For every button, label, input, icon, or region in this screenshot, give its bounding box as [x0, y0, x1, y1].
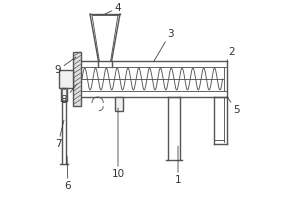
Bar: [61, 88, 68, 101]
Text: 7: 7: [55, 120, 64, 149]
Text: 6: 6: [65, 156, 71, 191]
Text: 10: 10: [111, 108, 124, 179]
Text: 9: 9: [55, 57, 76, 75]
Bar: [59, 70, 74, 88]
Bar: [62, 89, 66, 100]
Bar: [115, 97, 123, 111]
Text: 1: 1: [175, 146, 181, 185]
Text: 3: 3: [154, 29, 173, 61]
Bar: [74, 52, 81, 106]
Text: 5: 5: [227, 97, 240, 115]
Text: 2: 2: [227, 47, 235, 61]
Text: 4: 4: [105, 3, 121, 14]
Text: 8: 8: [61, 84, 77, 105]
